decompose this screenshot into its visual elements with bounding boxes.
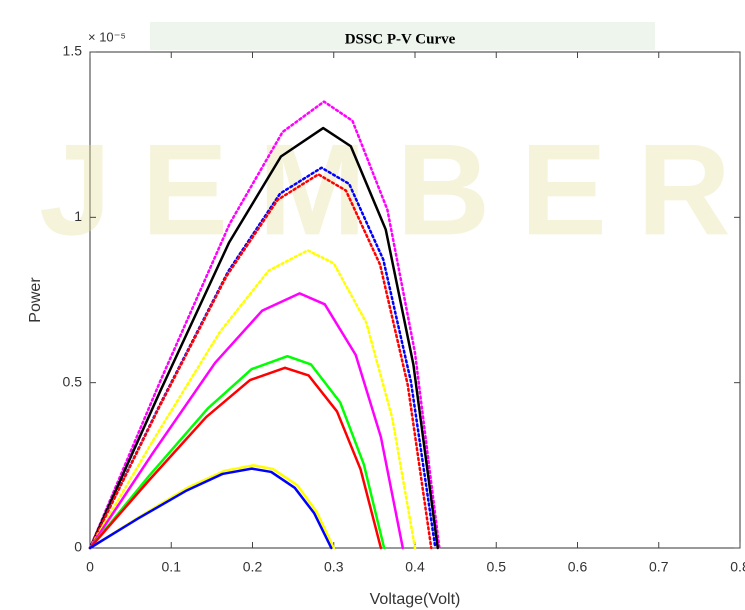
x-tick-label: 0.4	[405, 559, 425, 575]
x-tick-label: 0.5	[487, 559, 507, 575]
y-tick-label: 0	[74, 539, 82, 555]
y-tick-label: 0.5	[63, 373, 83, 389]
y-tick-label: 1.5	[63, 43, 83, 59]
series-line	[88, 249, 417, 550]
watermark: JEMBER	[39, 116, 745, 262]
x-tick-label: 0.6	[568, 559, 588, 575]
x-tick-label: 0	[86, 559, 94, 575]
x-axis-label: Voltage(Volt)	[370, 591, 461, 608]
x-tick-label: 0.2	[243, 559, 263, 575]
series-line	[88, 126, 439, 550]
plot-area	[89, 51, 741, 549]
series-line	[88, 100, 441, 550]
x-tick-label: 0.7	[649, 559, 669, 575]
series-line	[88, 173, 433, 550]
y-tick-label: 1	[74, 208, 82, 224]
x-tick-label: 0.1	[162, 559, 182, 575]
y-exponent-label: × 10⁻⁵	[88, 29, 126, 44]
x-tick-label: 0.3	[324, 559, 344, 575]
series-line	[88, 292, 405, 550]
series-line	[88, 467, 333, 550]
x-tick-label: 0.8	[730, 559, 745, 575]
chart-title: DSSC P-V Curve	[345, 31, 456, 47]
y-axis-label: Power	[27, 277, 44, 323]
title-band	[150, 22, 655, 50]
series-line	[88, 366, 383, 550]
series-line	[88, 354, 386, 550]
